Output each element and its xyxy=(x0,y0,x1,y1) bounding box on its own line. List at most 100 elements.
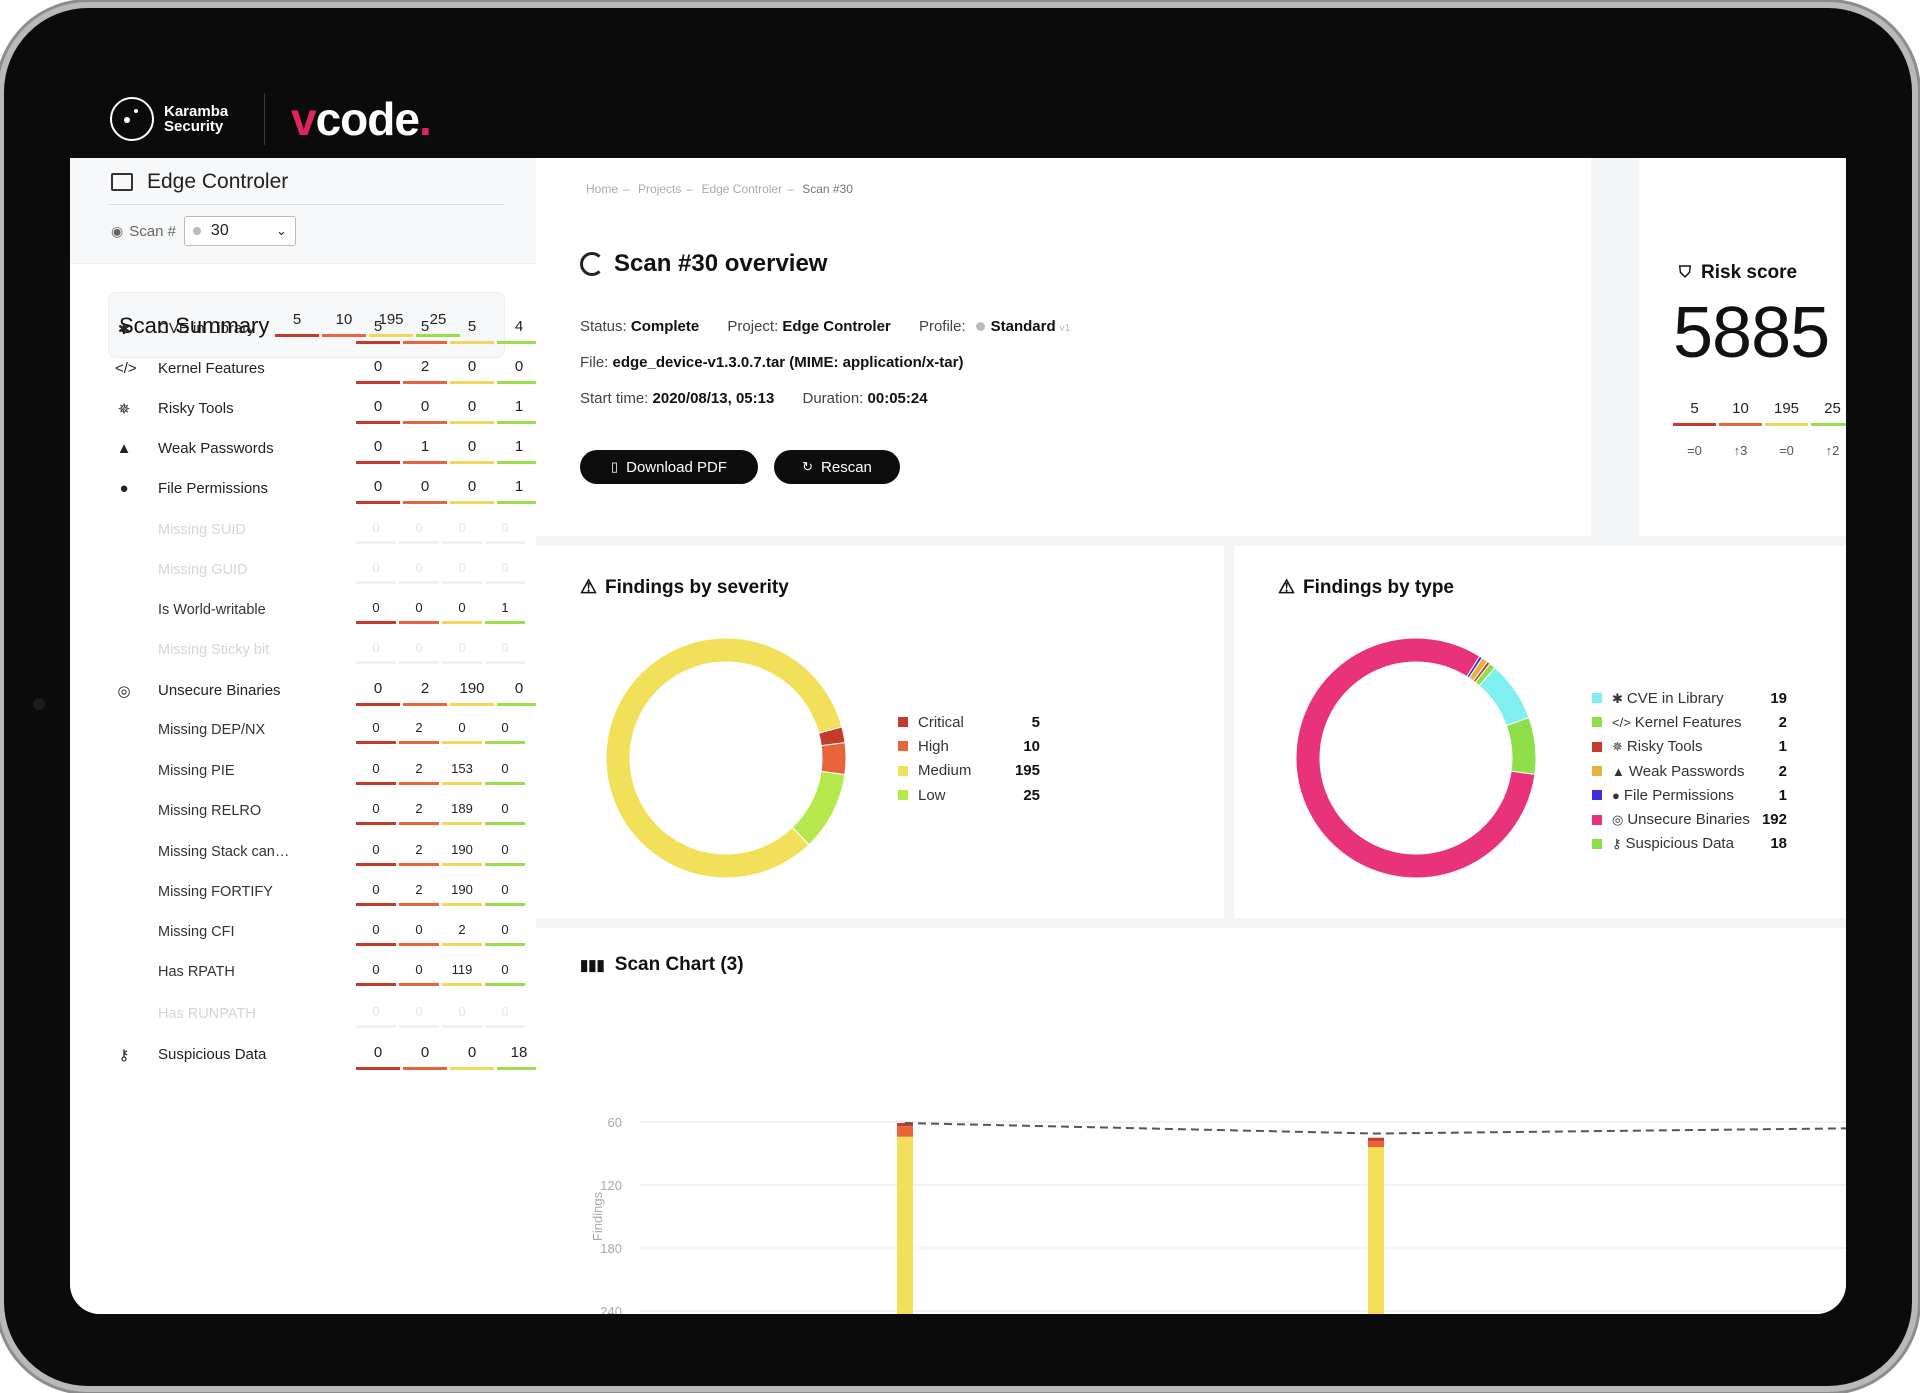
sidebar-row[interactable]: Missing PIE 0 2 153 0 xyxy=(108,759,525,789)
severity-count: 0 xyxy=(450,438,494,464)
bar-segment-critical[interactable] xyxy=(897,1123,913,1127)
severity-donut-chart xyxy=(605,637,847,879)
folder-icon xyxy=(111,173,133,191)
y-tick-label: 120 xyxy=(600,1178,622,1193)
sidebar-row[interactable]: Has RPATH 0 0 119 0 xyxy=(108,960,525,990)
sidebar-row[interactable]: ● File Permissions 0 0 0 1 xyxy=(108,476,541,506)
category-label: Missing DEP/NX xyxy=(158,722,266,738)
sidebar-row[interactable]: Missing FORTIFY 0 2 190 0 xyxy=(108,880,525,910)
donut-slice-suspicious-data[interactable] xyxy=(1505,716,1537,775)
sidebar-row[interactable]: ✵ Risky Tools 0 0 0 1 xyxy=(108,396,541,426)
sidebar-row[interactable]: Missing DEP/NX 0 2 0 0 xyxy=(108,718,525,748)
code-icon: </> xyxy=(115,360,137,377)
legend-value: 5 xyxy=(1031,713,1040,731)
bar-segment-high[interactable] xyxy=(1368,1140,1384,1148)
sidebar-row[interactable]: Missing Stack can… 0 2 190 0 xyxy=(108,840,525,870)
sidebar-row[interactable]: ⚷ Suspicious Data 0 0 0 18 xyxy=(108,1042,541,1072)
bar-segment-high[interactable] xyxy=(897,1126,913,1137)
legend-label: Kernel Features xyxy=(1634,713,1742,731)
category-label: Has RPATH xyxy=(158,964,235,980)
category-label: Missing FORTIFY xyxy=(158,884,273,900)
severity-count: 0 xyxy=(497,680,541,706)
sidebar-row[interactable]: ◎ Unsecure Binaries 0 2 190 0 xyxy=(108,678,541,708)
severity-count: 0 xyxy=(442,600,482,624)
severity-count: 2 xyxy=(399,882,439,906)
category-label: Has RUNPATH xyxy=(158,1006,256,1022)
legend-swatch xyxy=(1592,693,1602,704)
legend-label: High xyxy=(918,737,949,755)
bar-segment-medium[interactable] xyxy=(897,1136,913,1314)
sidebar-row[interactable]: Missing GUID 0 0 0 0 xyxy=(108,558,525,588)
severity-counts: 0 2 190 0 xyxy=(356,882,528,906)
sidebar-row[interactable]: Has RUNPATH 0 0 0 0 xyxy=(108,1002,525,1032)
severity-legend: Critical 5 High 10 Medium 195 Low 25 xyxy=(898,710,1040,807)
donut-slice-unsecure-binaries[interactable] xyxy=(1295,637,1536,879)
sidebar-row[interactable]: ▲ Weak Passwords 0 1 0 1 xyxy=(108,436,541,466)
legend-label: Risky Tools xyxy=(1626,738,1703,756)
legend-item: </> Kernel Features 2 xyxy=(1592,710,1787,734)
bug-icon: ✱ xyxy=(117,321,131,338)
overview-panel: Home – Projects – Edge Controler – Scan #30… xyxy=(536,158,1591,536)
severity-count: 0 xyxy=(485,720,525,744)
donut-slice-low[interactable] xyxy=(791,770,846,846)
breadcrumb-projects[interactable]: Projects xyxy=(638,182,682,196)
camera-dot xyxy=(33,698,45,710)
sidebar-row[interactable]: Missing RELRO 0 2 189 0 xyxy=(108,799,525,829)
main-content: Home – Projects – Edge Controler – Scan #30… xyxy=(536,158,1846,1314)
sidebar-row[interactable]: Is World-writable 0 0 0 1 xyxy=(108,598,525,628)
bar-segment-medium[interactable] xyxy=(1368,1147,1384,1314)
donut-slice-high[interactable] xyxy=(820,742,847,776)
sidebar-row[interactable]: </> Kernel Features 0 2 0 0 xyxy=(108,356,541,386)
severity-counts: 0 2 153 0 xyxy=(356,761,528,785)
legend-item: ▲ Weak Passwords 2 xyxy=(1592,759,1787,783)
legend-item: ● File Permissions 1 xyxy=(1592,783,1787,807)
severity-count: 0 xyxy=(356,398,400,424)
company-name: Karamba Security xyxy=(164,103,229,135)
legend-value: 1 xyxy=(1778,738,1787,756)
sidebar-row[interactable]: ✱ CVE in Library 5 5 5 4 xyxy=(108,316,541,346)
sidebar-row[interactable]: Missing Sticky bit 0 0 0 0 xyxy=(108,638,525,668)
severity-count: 0 xyxy=(485,1004,525,1028)
summary-severity-counts: 5 10 195 25 xyxy=(275,311,463,337)
severity-count: 1 xyxy=(497,478,541,504)
severity-count: 18 xyxy=(497,1044,541,1070)
bar-segment-critical[interactable] xyxy=(1368,1137,1384,1141)
type-legend: ✱ CVE in Library 19 </> Kernel Features 2 ✵ Ris… xyxy=(1592,686,1787,856)
donut-slice-medium[interactable] xyxy=(605,637,843,879)
sidebar-row[interactable]: Missing CFI 0 0 2 0 xyxy=(108,920,525,950)
page-title: Scan #30 overview xyxy=(580,250,827,278)
y-tick-label: 60 xyxy=(608,1115,622,1130)
total-trend-line xyxy=(904,1122,1846,1135)
risk-severity-counts: 5 10 195 25 xyxy=(1673,400,1846,426)
severity-count: 0 xyxy=(442,640,482,664)
scan-icon: ◉ xyxy=(111,222,124,239)
breadcrumb-home[interactable]: Home xyxy=(586,182,619,196)
rescan-button[interactable]: ↻ Rescan xyxy=(774,450,900,484)
category-label: Risky Tools xyxy=(158,400,234,417)
severity-count: 0 xyxy=(356,640,396,664)
legend-value: 2 xyxy=(1778,762,1787,780)
sidebar-row[interactable]: Missing SUID 0 0 0 0 xyxy=(108,518,525,548)
legend-label: File Permissions xyxy=(1623,786,1734,804)
category-label: Missing Sticky bit xyxy=(158,642,270,658)
severity-count: 0 xyxy=(442,520,482,544)
severity-count: 0 xyxy=(356,600,396,624)
download-pdf-button[interactable]: ▯ Download PDF xyxy=(580,450,758,484)
severity-count: 0 xyxy=(403,1044,447,1070)
legend-swatch xyxy=(1592,741,1602,752)
key-icon: ⚷ xyxy=(118,1047,130,1064)
lock-icon: ▲ xyxy=(116,440,132,457)
scan-dropdown[interactable]: 30 ⌄ xyxy=(183,216,296,246)
severity-count: 0 xyxy=(356,761,396,785)
legend-value: 25 xyxy=(1023,786,1040,804)
project-title[interactable]: Edge Controler xyxy=(111,170,288,194)
severity-count: 0 xyxy=(356,358,400,384)
breadcrumb-project[interactable]: Edge Controler xyxy=(701,182,783,196)
severity-count: 0 xyxy=(485,842,525,866)
brand-header: Karamba Security vcode. xyxy=(110,93,432,145)
legend-value: 1 xyxy=(1778,786,1787,804)
legend-swatch xyxy=(898,765,908,776)
